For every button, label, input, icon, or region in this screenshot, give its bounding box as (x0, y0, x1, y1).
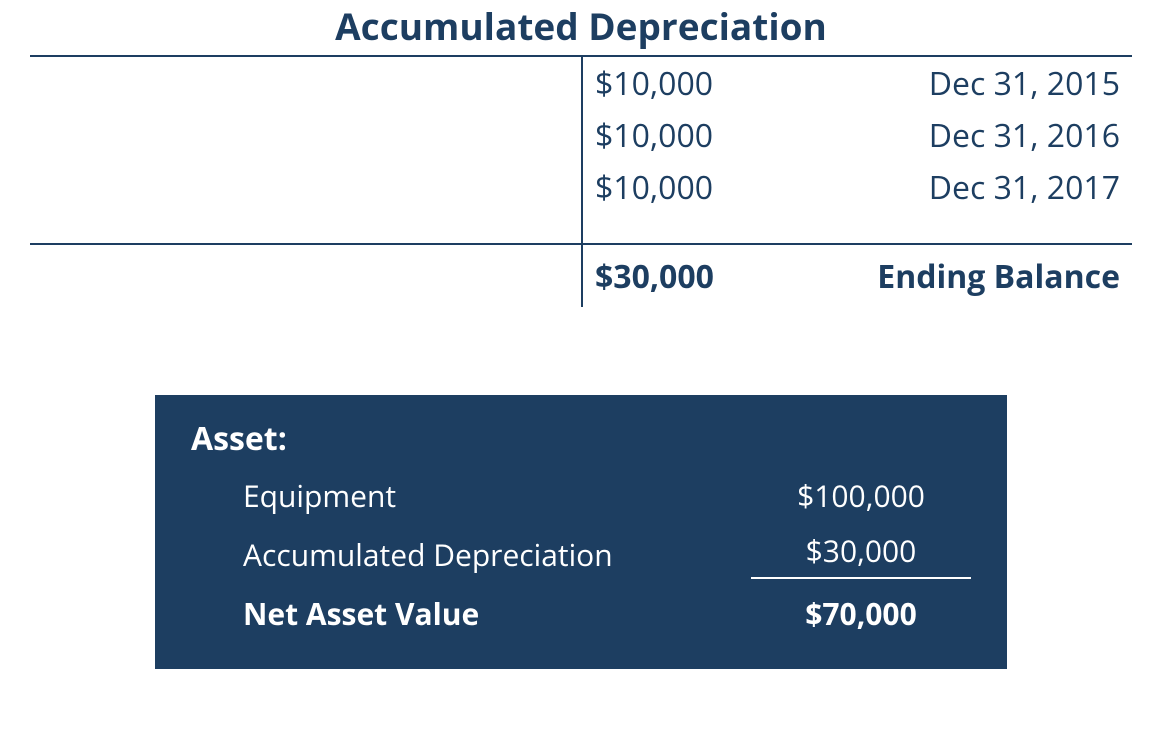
t-account-debit-col (30, 57, 581, 243)
asset-value-net: $70,000 (751, 593, 971, 634)
t-account: $10,000 Dec 31, 2015 $10,000 Dec 31, 201… (30, 55, 1132, 307)
asset-label-net: Net Asset Value (191, 593, 751, 634)
asset-label: Equipment (191, 475, 751, 516)
asset-value-wrapper: $30,000 (751, 530, 971, 579)
entry-date: Dec 31, 2016 (830, 114, 1132, 157)
t-account-entry: $10,000 Dec 31, 2016 (583, 109, 1132, 161)
main-container: Accumulated Depreciation $10,000 Dec 31,… (0, 0, 1162, 669)
t-account-title: Accumulated Depreciation (30, 0, 1132, 55)
entry-amount: $10,000 (583, 166, 830, 209)
asset-row: Equipment $100,000 (191, 468, 971, 523)
entry-date: Dec 31, 2015 (830, 62, 1132, 105)
asset-value-underlined: $30,000 (751, 530, 971, 579)
t-account-credit-col: $10,000 Dec 31, 2015 $10,000 Dec 31, 201… (581, 57, 1132, 243)
entry-amount: $10,000 (583, 114, 830, 157)
t-account-entry: $10,000 Dec 31, 2017 (583, 161, 1132, 213)
asset-row: Accumulated Depreciation $30,000 (191, 523, 971, 586)
asset-row-net: Net Asset Value $70,000 (191, 586, 971, 641)
asset-panel-title: Asset: (191, 417, 971, 460)
t-account-total-row: $30,000 Ending Balance (30, 245, 1132, 307)
asset-panel: Asset: Equipment $100,000 Accumulated De… (155, 395, 1007, 669)
total-label: Ending Balance (830, 255, 1132, 298)
entry-amount: $10,000 (583, 62, 830, 105)
entry-date: Dec 31, 2017 (830, 166, 1132, 209)
asset-value: $100,000 (751, 475, 971, 516)
t-account-total-left (30, 245, 581, 307)
t-account-total-right: $30,000 Ending Balance (581, 245, 1132, 307)
t-account-body: $10,000 Dec 31, 2015 $10,000 Dec 31, 201… (30, 57, 1132, 243)
t-account-entry: $10,000 Dec 31, 2015 (583, 57, 1132, 109)
asset-label: Accumulated Depreciation (191, 534, 751, 575)
total-amount: $30,000 (583, 255, 830, 298)
